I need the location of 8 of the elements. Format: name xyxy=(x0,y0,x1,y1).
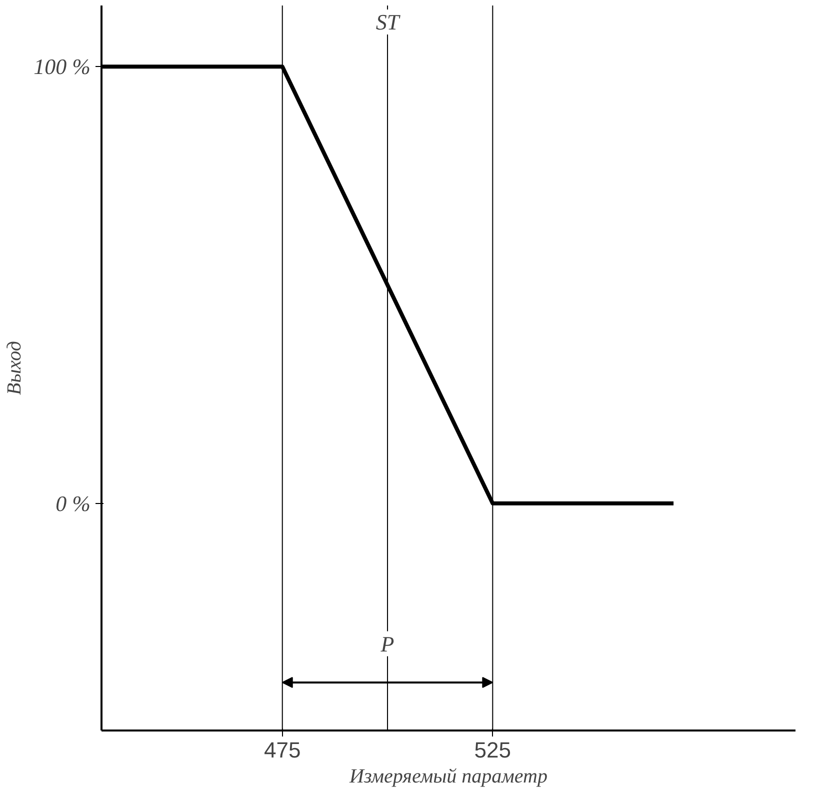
y-tick-label: 0 % xyxy=(56,490,90,516)
ref-line-label: ST xyxy=(376,10,401,34)
x-tick-label: 525 xyxy=(474,738,512,762)
x-tick-label: 475 xyxy=(264,738,301,762)
annotation: P xyxy=(380,631,394,656)
y-tick-label: 100 % xyxy=(34,54,90,80)
y-axis-title: Выход xyxy=(4,340,26,395)
x-axis-title: Измеряемый параметр xyxy=(348,766,548,788)
